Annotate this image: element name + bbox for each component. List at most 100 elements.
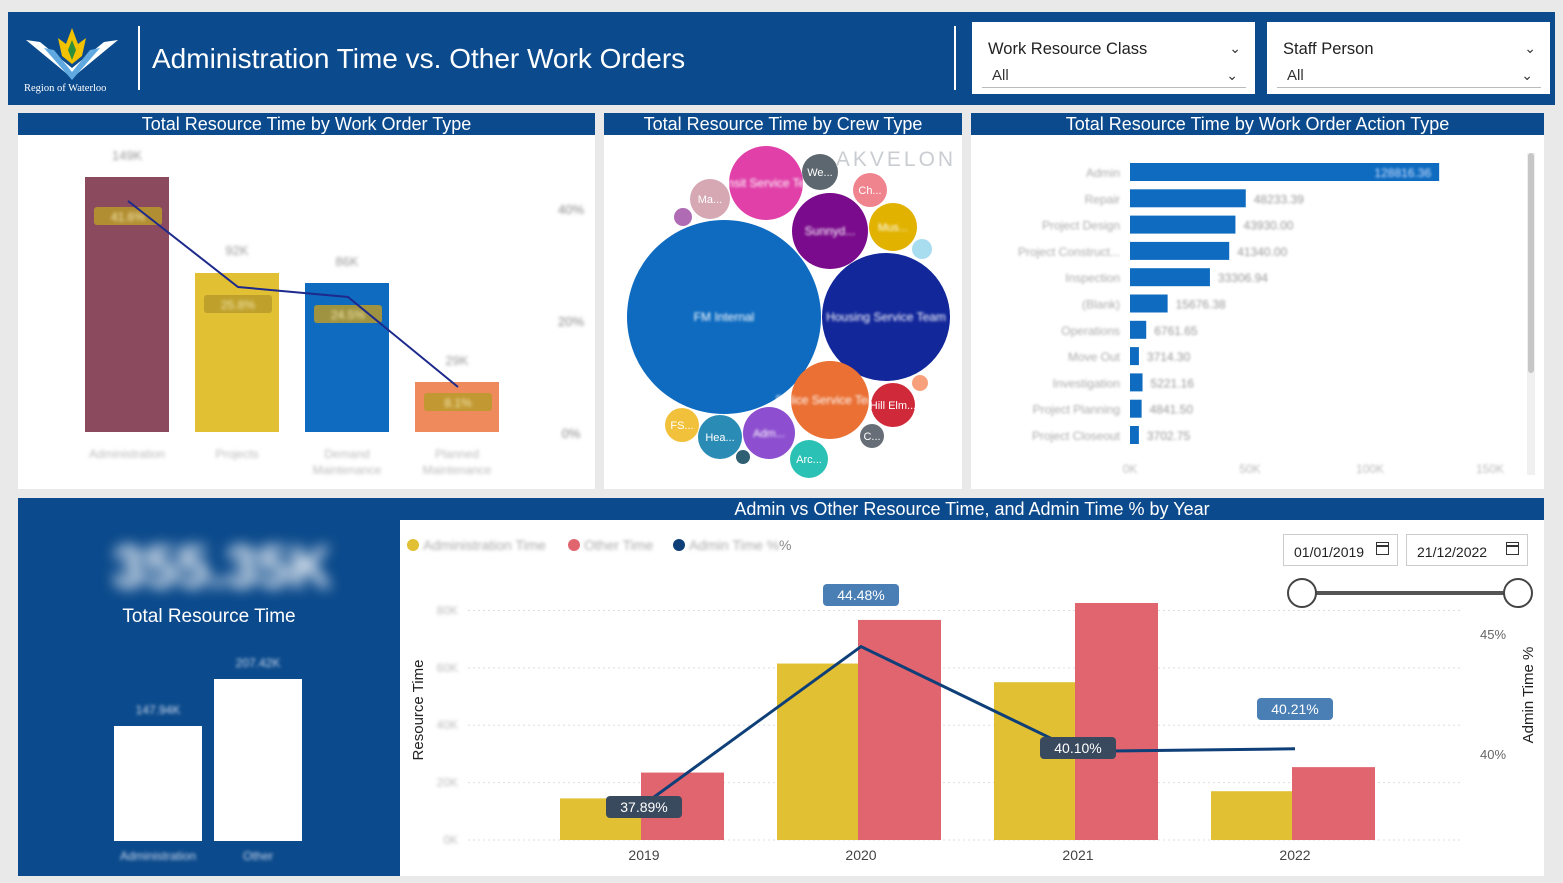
header-divider	[138, 26, 140, 90]
x-axis-tick: 100K	[1356, 462, 1384, 476]
date-slider-handle-start[interactable]	[1287, 578, 1317, 608]
category-label: Admin	[1086, 166, 1120, 180]
action-type-panel[interactable]: Total Resource Time by Work Order Action…	[971, 113, 1544, 489]
slicer-value: All	[1287, 67, 1304, 84]
crew-type-panel[interactable]: Total Resource Time by Crew Type FM Inte…	[604, 113, 962, 489]
bar-other-time	[858, 619, 941, 840]
yearly-panel[interactable]: Admin vs Other Resource Time, and Admin …	[400, 498, 1544, 876]
pct-label-bg	[1257, 698, 1333, 720]
bar-other-time	[1292, 767, 1375, 840]
category-label: Administration	[120, 849, 196, 863]
start-date-input[interactable]: 01/01/2019	[1283, 534, 1398, 566]
pct-label: 24.5%	[331, 308, 365, 322]
bar	[1130, 268, 1210, 287]
action-type-bar-chart[interactable]: Admin 128816.36 Repair 48233.39 Project Desi…	[971, 135, 1544, 489]
bar	[114, 726, 202, 841]
pct-label: 37.89%	[620, 799, 667, 815]
slicer-value: All	[992, 67, 1009, 84]
header-divider-right	[954, 26, 956, 90]
bar-value-label: 92K	[225, 243, 248, 258]
pct-label-bg	[1040, 737, 1116, 759]
crew-type-bubble-chart[interactable]: FM Internal Housing Service Team Transit S…	[604, 135, 962, 489]
calendar-icon[interactable]	[1376, 542, 1389, 555]
pct-label: 44.48%	[837, 587, 884, 603]
pct-label: 40.10%	[1054, 740, 1101, 756]
kpi-bar-chart[interactable]: 147.94K Administration 207.42K Other	[18, 636, 400, 876]
region-logo	[26, 28, 118, 80]
bar	[1130, 320, 1147, 339]
work-order-type-chart[interactable]: 149K 41.6% Administration 92K 25.8% Projects 8…	[18, 135, 595, 489]
bubble-label: Transit Service Team	[710, 176, 822, 190]
bar	[1130, 373, 1143, 392]
total-resource-time-card[interactable]: 355.35K Total Resource Time 147.94K Admin…	[18, 498, 400, 876]
start-date-value: 01/01/2019	[1294, 544, 1365, 560]
legend-marker	[407, 539, 419, 551]
slicer-work-resource-class[interactable]: Work Resource Class ⌄ All ⌄	[972, 22, 1255, 94]
right-axis-tick: 40%	[558, 202, 584, 217]
category-label: Planned	[435, 447, 479, 461]
category-label: Project Construct...	[1018, 245, 1120, 259]
x-axis-tick: 2022	[1279, 847, 1310, 863]
yearly-combo-chart[interactable]: Administration Time Other Time Admin Time …	[400, 520, 1544, 876]
chevron-down-icon[interactable]: ⌄	[1226, 67, 1238, 83]
scrollbar-thumb[interactable]	[1528, 153, 1534, 373]
kpi-label: Total Resource Time	[122, 606, 296, 627]
work-order-type-panel[interactable]: Total Resource Time by Work Order Type 1…	[18, 113, 595, 489]
chevron-down-icon[interactable]: ⌄	[1521, 67, 1533, 83]
bubble-label: Police Service Team	[776, 393, 885, 407]
bubble-label: Sunnyd...	[805, 224, 856, 238]
category-label: Operations	[1061, 324, 1120, 338]
slicer-dropdown[interactable]: All ⌄	[982, 60, 1246, 88]
x-axis-tick: 2020	[845, 847, 876, 863]
y-axis-tick: 60K	[437, 661, 458, 675]
bubble	[802, 154, 838, 190]
category-label: Repair	[1085, 192, 1120, 206]
bubble	[743, 407, 795, 459]
bubble	[869, 203, 917, 251]
calendar-icon[interactable]	[1506, 542, 1519, 555]
y-axis-label: Resource Time	[410, 660, 427, 761]
x-axis-tick: 0K	[1123, 462, 1138, 476]
y-axis-tick: 40K	[437, 718, 458, 732]
kpi-value: 355.35K	[112, 535, 332, 600]
pct-label: 25.8%	[221, 298, 255, 312]
x-axis-tick: 150K	[1476, 462, 1504, 476]
bubble-label: Hill Elm...	[870, 400, 916, 412]
pct-label-bg	[204, 295, 272, 313]
bar-value-label: 4841.50	[1150, 403, 1194, 417]
bubble-small	[912, 375, 928, 391]
category-label: Project Closeout	[1032, 429, 1121, 443]
pct-label-bg	[424, 393, 492, 411]
bubble	[853, 173, 887, 207]
date-slider-handle-end[interactable]	[1503, 578, 1533, 608]
chevron-down-icon[interactable]: ⌄	[1524, 40, 1536, 56]
x-axis-tick: 50K	[1239, 462, 1260, 476]
bubble	[871, 383, 915, 427]
slicer-title: Staff Person	[1283, 40, 1374, 58]
y2-axis-tick: 45%	[1480, 627, 1506, 642]
pct-label: 40.21%	[1271, 701, 1318, 717]
bubble	[790, 440, 828, 478]
bubble-label: Ma...	[698, 194, 722, 206]
category-label: Administration	[89, 447, 165, 461]
x-axis-tick: 2021	[1062, 847, 1093, 863]
bubble	[698, 415, 742, 459]
bubble-label: C...	[863, 431, 880, 443]
chevron-down-icon[interactable]: ⌄	[1229, 40, 1241, 56]
bubble-label: Hea...	[705, 432, 734, 444]
category-label: Project Design	[1042, 219, 1120, 233]
category-label: Project Planning	[1033, 403, 1120, 417]
bar-value-label: 128816.36	[1374, 166, 1431, 180]
header-bar: Region of Waterloo Administration Time v…	[8, 12, 1555, 105]
legend-label: Administration Time	[423, 537, 546, 553]
category-label: Maintenance	[423, 463, 492, 477]
y2-axis-label: Admin Time %	[1520, 647, 1537, 744]
end-date-input[interactable]: 21/12/2022	[1406, 534, 1528, 566]
pct-label-bg	[823, 584, 899, 606]
bar-value-label: 5221.16	[1151, 376, 1195, 390]
bar	[1130, 241, 1230, 260]
slicer-staff-person[interactable]: Staff Person ⌄ All ⌄	[1267, 22, 1550, 94]
category-label: Investigation	[1053, 376, 1120, 390]
slicer-dropdown[interactable]: All ⌄	[1277, 60, 1541, 88]
right-axis-tick: 20%	[558, 314, 584, 329]
